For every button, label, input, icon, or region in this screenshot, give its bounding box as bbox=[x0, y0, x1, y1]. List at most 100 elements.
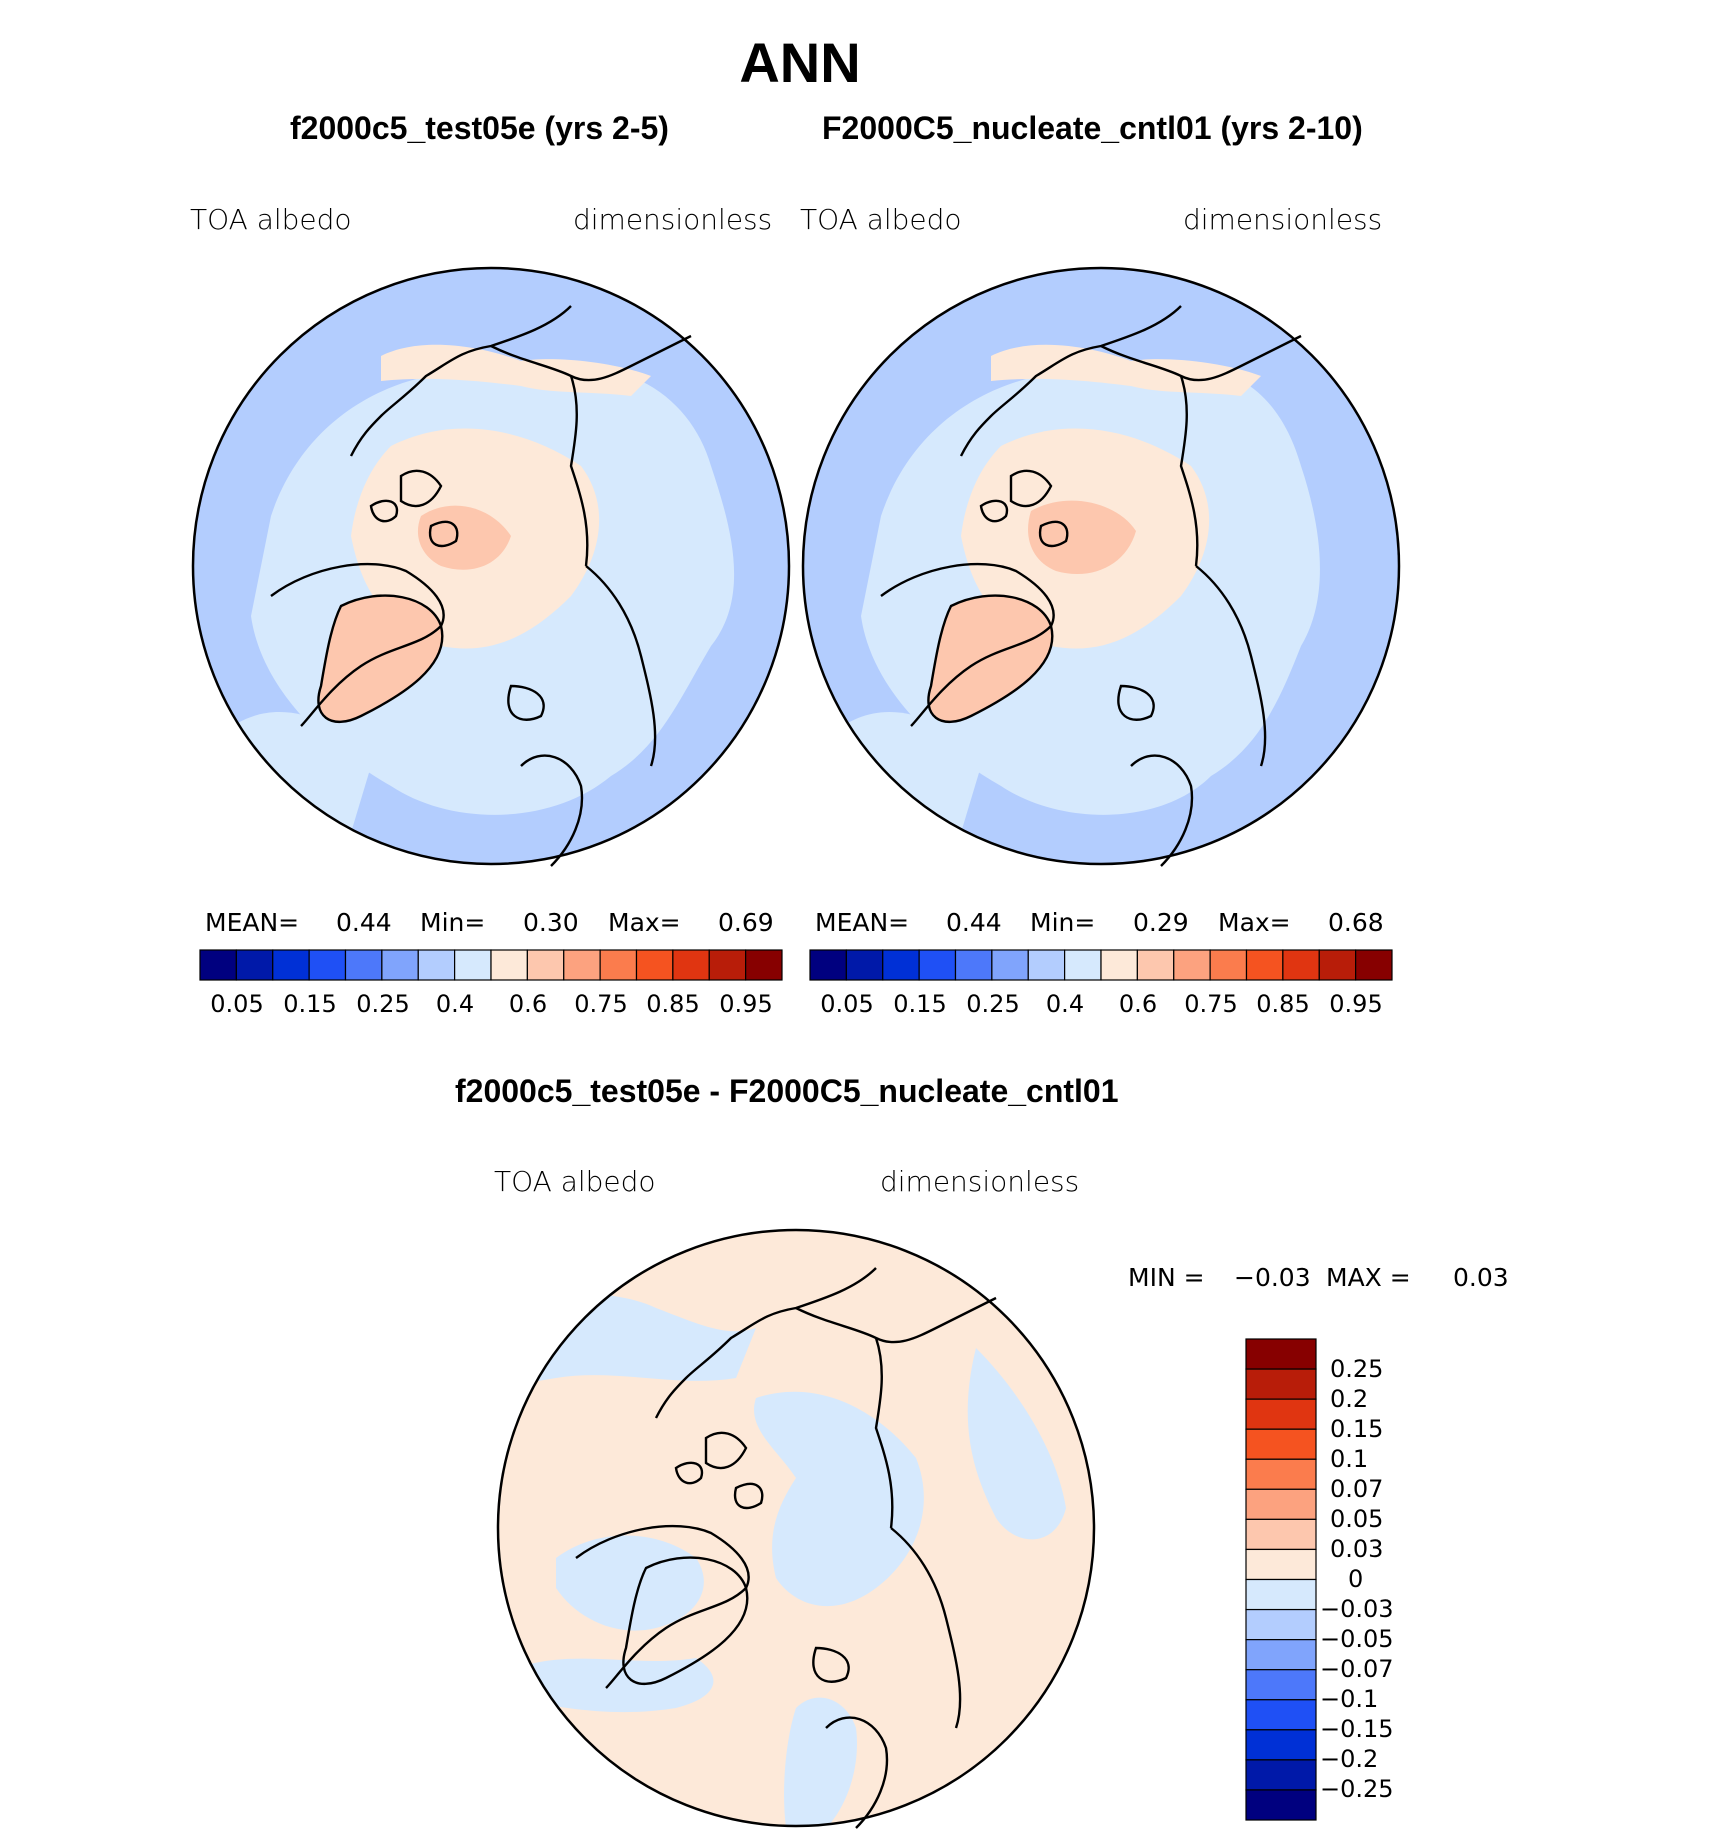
colorbar-swatch bbox=[809, 949, 847, 981]
colorbar-tick: 0.4 bbox=[1045, 990, 1085, 1018]
colorbar-tick: 0.15 bbox=[283, 990, 337, 1018]
diff-colorbar-swatch bbox=[1245, 1338, 1317, 1370]
diff-colorbar-swatch bbox=[1245, 1398, 1317, 1430]
figure-title: ANN bbox=[739, 31, 861, 94]
colorbar-swatch bbox=[344, 949, 383, 981]
panel2-units-label: dimensionless bbox=[1183, 203, 1383, 236]
colorbar-tick: 0.15 bbox=[893, 990, 947, 1018]
diff-colorbar-tick: −0.15 bbox=[1320, 1715, 1394, 1743]
diff-colorbar-swatch bbox=[1245, 1548, 1317, 1581]
panel2-min-label: Min= bbox=[1030, 908, 1096, 937]
diff-colorbar-swatch bbox=[1245, 1608, 1317, 1641]
colorbar-swatch bbox=[599, 949, 638, 981]
colorbar-swatch bbox=[1173, 949, 1211, 981]
colorbar-swatch bbox=[308, 949, 347, 981]
diff-colorbar-swatch bbox=[1245, 1759, 1317, 1791]
panel2-max-value: 0.68 bbox=[1328, 908, 1384, 937]
colorbar-swatch bbox=[1355, 949, 1393, 981]
colorbar-swatch bbox=[454, 949, 492, 981]
panel1-polar-map bbox=[191, 266, 791, 867]
diff-colorbar-tick: −0.2 bbox=[1320, 1745, 1379, 1773]
panel1-case-title: f2000c5_test05e (yrs 2-5) bbox=[290, 110, 669, 146]
diff-colorbar-swatch bbox=[1245, 1488, 1317, 1520]
colorbar-tick: 0.25 bbox=[966, 990, 1020, 1018]
colorbar-swatch bbox=[563, 949, 601, 981]
panel1-coastlines bbox=[270, 305, 692, 867]
diff-colorbar-tick: 0.15 bbox=[1330, 1415, 1384, 1443]
diff-colorbar-tick: 0.05 bbox=[1330, 1505, 1384, 1533]
diff-colorbar-swatch bbox=[1245, 1699, 1317, 1731]
diff-colorbar-tick: 0.07 bbox=[1330, 1475, 1384, 1503]
diff-coastlines bbox=[575, 1267, 997, 1829]
panel1-units-label: dimensionless bbox=[573, 203, 773, 236]
colorbar-tick: 0.75 bbox=[1184, 990, 1238, 1018]
diff-colorbar-tick: 0.1 bbox=[1330, 1445, 1369, 1473]
colorbar-swatch bbox=[745, 949, 783, 981]
colorbar-swatch bbox=[918, 949, 957, 981]
diff-colorbar-tick: −0.05 bbox=[1320, 1625, 1394, 1653]
diff-colorbar-swatch bbox=[1245, 1729, 1317, 1761]
panel2-contour-fill bbox=[803, 268, 1399, 864]
diff-colorbar-swatch bbox=[1245, 1368, 1317, 1400]
colorbar-swatch bbox=[1100, 949, 1138, 981]
panel2-variable-label: TOA albedo bbox=[800, 203, 962, 236]
colorbar-tick: 0.05 bbox=[210, 990, 264, 1018]
panel1-mean-label: MEAN= bbox=[205, 908, 300, 937]
diff-max-value: 0.03 bbox=[1453, 1263, 1509, 1292]
colorbar-tick: 0.6 bbox=[1118, 990, 1158, 1018]
colorbar-swatch bbox=[417, 949, 456, 981]
diff-colorbar-tick: 0.2 bbox=[1330, 1385, 1369, 1413]
diff-variable-label: TOA albedo bbox=[494, 1165, 656, 1198]
colorbar-swatch bbox=[635, 949, 674, 981]
diff-min-label: MIN = bbox=[1128, 1263, 1205, 1292]
diff-colorbar-swatch bbox=[1245, 1458, 1317, 1490]
panel1-max-value: 0.69 bbox=[718, 908, 774, 937]
colorbar-tick: 0.6 bbox=[508, 990, 548, 1018]
diff-colorbar-tick: −0.07 bbox=[1320, 1655, 1394, 1683]
panel1-min-value: 0.30 bbox=[523, 908, 579, 937]
colorbar-swatch bbox=[235, 949, 274, 981]
colorbar-tick: 0.4 bbox=[435, 990, 475, 1018]
panel2-max-label: Max= bbox=[1218, 908, 1291, 937]
diff-colorbar-tick: −0.03 bbox=[1320, 1595, 1394, 1623]
panel1-mean-value: 0.44 bbox=[336, 908, 392, 937]
panel2-mean-label: MEAN= bbox=[815, 908, 910, 937]
colorbar-swatch bbox=[490, 949, 528, 981]
panel1-variable-label: TOA albedo bbox=[190, 203, 352, 236]
diff-contour-fill bbox=[498, 1230, 1094, 1826]
colorbar-swatch bbox=[845, 949, 884, 981]
diff-colorbar-swatch bbox=[1245, 1578, 1317, 1611]
colorbar-swatch bbox=[526, 949, 565, 981]
colorbar-tick: 0.95 bbox=[1329, 990, 1383, 1018]
diff-colorbar-swatch bbox=[1245, 1639, 1317, 1671]
diff-colorbar-tick: −0.1 bbox=[1320, 1685, 1379, 1713]
colorbar-tick: 0.95 bbox=[719, 990, 773, 1018]
panel2-polar-map bbox=[801, 266, 1401, 867]
colorbar-tick: 0.85 bbox=[1256, 990, 1310, 1018]
diff-colorbar bbox=[1245, 1338, 1317, 1821]
colorbar-swatch bbox=[672, 949, 710, 981]
colorbar-swatch bbox=[381, 949, 419, 981]
diff-colorbar-swatch bbox=[1245, 1428, 1317, 1460]
colorbar-swatch bbox=[1136, 949, 1175, 981]
colorbar-swatch bbox=[272, 949, 310, 981]
colorbar-tick: 0.85 bbox=[646, 990, 700, 1018]
panel1-max-label: Max= bbox=[608, 908, 681, 937]
panel2-colorbar bbox=[809, 949, 1393, 981]
panel1-colorbar bbox=[199, 949, 783, 981]
diff-colorbar-tick: 0.25 bbox=[1330, 1355, 1384, 1383]
colorbar-swatch bbox=[199, 949, 237, 981]
diff-colorbar-swatch bbox=[1245, 1518, 1317, 1551]
colorbar-tick: 0.05 bbox=[820, 990, 874, 1018]
panel2-case-title: F2000C5_nucleate_cntl01 (yrs 2-10) bbox=[822, 110, 1363, 146]
colorbar-tick: 0.75 bbox=[574, 990, 628, 1018]
diff-colorbar-tick: −0.25 bbox=[1320, 1775, 1394, 1803]
colorbar-swatch bbox=[882, 949, 920, 981]
diff-min-value: −0.03 bbox=[1234, 1263, 1311, 1292]
colorbar-swatch bbox=[1027, 949, 1066, 981]
colorbar-swatch bbox=[1209, 949, 1248, 981]
colorbar-swatch bbox=[1245, 949, 1284, 981]
diff-units-label: dimensionless bbox=[880, 1165, 1080, 1198]
panel2-mean-value: 0.44 bbox=[946, 908, 1002, 937]
colorbar-swatch bbox=[708, 949, 747, 981]
